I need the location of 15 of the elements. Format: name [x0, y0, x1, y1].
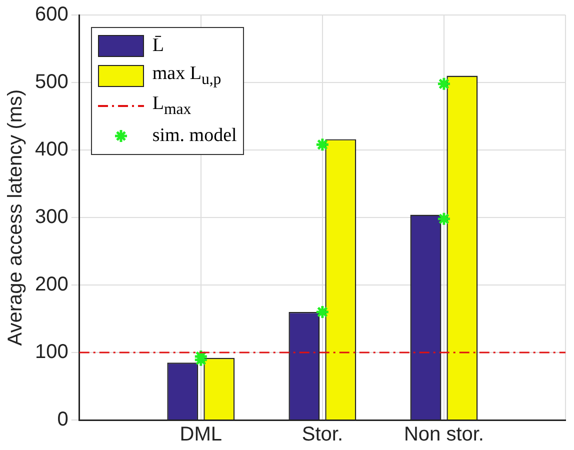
y-tick-label: 0	[57, 408, 68, 431]
x-tick-label: Stor.	[302, 424, 344, 446]
y-tick-label: 300	[34, 206, 68, 228]
y-tick-label: 400	[34, 138, 68, 161]
y-axis-title: Average access latency (ms)	[4, 89, 27, 346]
legend-label: max L$_{u,p}$	[152, 63, 222, 89]
legend-label: sim. model	[152, 125, 237, 147]
y-tick-label: 200	[34, 274, 68, 296]
legend-label: L$_{max}$	[152, 93, 192, 119]
x-tick-label: DML	[180, 424, 222, 446]
y-tick-label: 100	[34, 341, 68, 364]
legend-label: L̄	[152, 35, 164, 57]
y-tick-label: 600	[34, 4, 68, 26]
x-tick-label: Non stor.	[404, 424, 484, 446]
y-tick-label: 500	[34, 71, 68, 94]
